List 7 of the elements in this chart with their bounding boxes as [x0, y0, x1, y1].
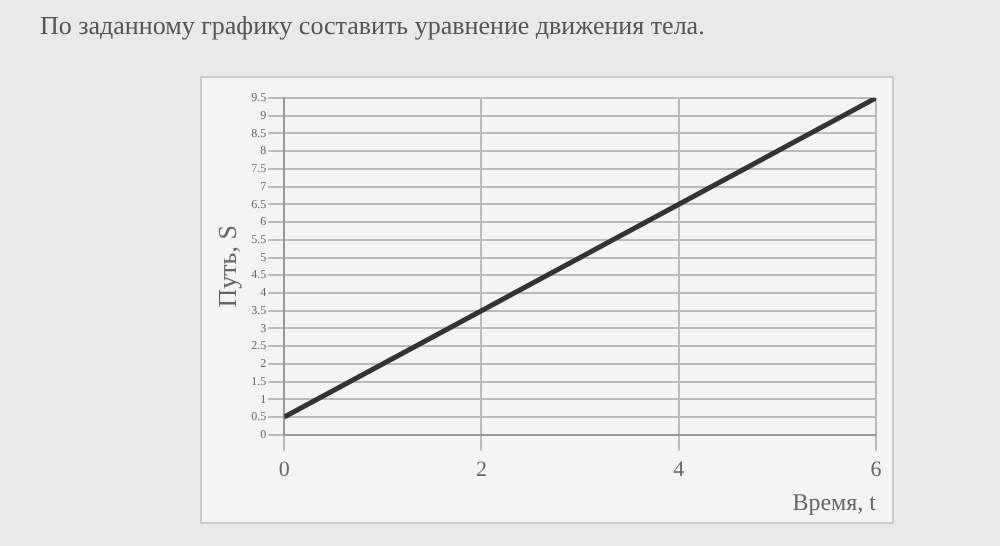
x-tick-label: 2: [475, 457, 487, 482]
y-axis-title: Путь, S: [212, 225, 243, 308]
x-tick-label: 4: [673, 457, 686, 482]
chart-title: По заданному графику составить уравнение движения тела.: [40, 10, 705, 42]
x-axis-title: Время, t: [792, 487, 878, 516]
x-tick-label: 0: [278, 457, 291, 482]
x-tick-label: 6: [870, 457, 883, 482]
